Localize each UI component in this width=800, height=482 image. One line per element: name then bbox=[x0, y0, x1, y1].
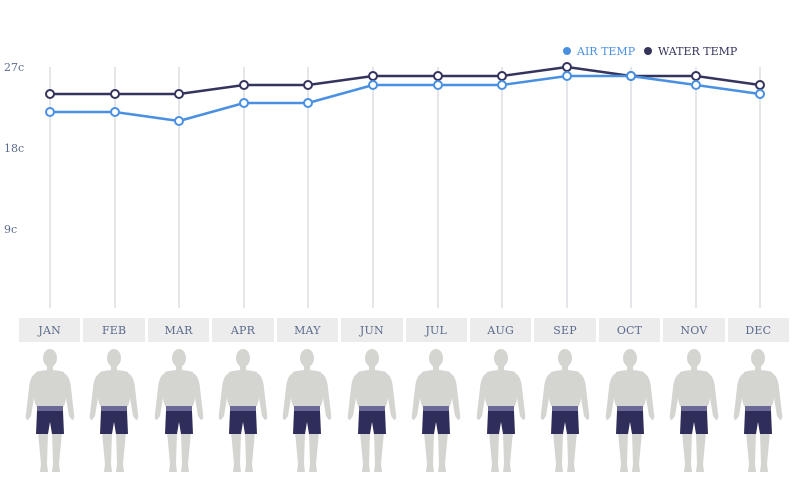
point-0-dec bbox=[755, 89, 765, 99]
person-in-swim-shorts-icon bbox=[218, 349, 268, 472]
figure-oct bbox=[599, 346, 660, 476]
figure-jul bbox=[406, 346, 467, 476]
figure-jan bbox=[19, 346, 80, 476]
point-0-mar bbox=[174, 116, 184, 126]
point-1-jun bbox=[368, 71, 378, 81]
month-label-may: MAY bbox=[276, 318, 339, 342]
month-label-sep: SEP bbox=[534, 318, 596, 342]
point-1-feb bbox=[110, 89, 120, 99]
point-0-aug bbox=[497, 80, 507, 90]
person-in-swim-shorts-icon bbox=[605, 349, 654, 472]
y-tick-label: 18c bbox=[4, 142, 24, 155]
figure-nov bbox=[663, 346, 724, 476]
person-in-swim-shorts-icon bbox=[476, 349, 525, 472]
y-tick-label: 9c bbox=[4, 223, 17, 236]
y-tick-label: 27c bbox=[4, 61, 24, 74]
person-in-swim-shorts-icon bbox=[283, 349, 332, 472]
series-group bbox=[45, 62, 765, 126]
legend-marker-1 bbox=[644, 47, 652, 55]
point-0-apr bbox=[239, 98, 249, 108]
legend-marker-0 bbox=[563, 47, 571, 55]
month-label-nov: NOV bbox=[663, 318, 725, 342]
temperature-chart: 27c 18c 9c AIR TEMP WATER TEMP bbox=[4, 45, 765, 308]
figure-sep bbox=[534, 346, 595, 476]
point-0-nov bbox=[691, 80, 701, 90]
month-label-jun: JUN bbox=[341, 318, 403, 342]
point-0-jan bbox=[45, 107, 55, 117]
person-in-swim-shorts-icon bbox=[154, 349, 203, 472]
point-1-aug bbox=[497, 71, 507, 81]
month-label-jul: JUL bbox=[405, 318, 467, 342]
point-1-nov bbox=[691, 71, 701, 81]
point-0-jun bbox=[368, 80, 378, 90]
figure-mar bbox=[148, 346, 209, 476]
legend-label-0: AIR TEMP bbox=[576, 45, 636, 58]
month-label-aug: AUG bbox=[469, 318, 532, 342]
point-1-apr bbox=[239, 80, 249, 90]
series-line-0 bbox=[50, 74, 761, 123]
month-label-oct: OCT bbox=[598, 318, 661, 342]
point-1-jul bbox=[433, 71, 443, 81]
grid-lines bbox=[49, 67, 761, 308]
month-label-feb: FEB bbox=[83, 318, 145, 342]
month-label-mar: MAR bbox=[147, 318, 210, 342]
month-label-apr: APR bbox=[212, 318, 274, 342]
person-in-swim-shorts-icon bbox=[411, 349, 461, 472]
person-in-swim-shorts-icon bbox=[25, 349, 74, 472]
month-label-dec: DEC bbox=[727, 318, 790, 342]
figure-jun bbox=[341, 346, 402, 476]
point-1-jan bbox=[45, 89, 55, 99]
person-in-swim-shorts-icon bbox=[669, 349, 719, 472]
point-1-mar bbox=[174, 89, 184, 99]
person-in-swim-shorts-icon bbox=[734, 349, 783, 472]
point-0-feb bbox=[110, 107, 120, 117]
person-in-swim-shorts-icon bbox=[89, 349, 139, 472]
figure-may bbox=[277, 346, 338, 476]
point-1-may bbox=[303, 80, 313, 90]
point-0-may bbox=[303, 98, 313, 108]
y-axis: 27c 18c 9c bbox=[4, 61, 24, 236]
person-in-swim-shorts-icon bbox=[540, 349, 590, 472]
point-0-jul bbox=[433, 80, 443, 90]
figure-feb bbox=[83, 346, 144, 476]
figure-aug bbox=[470, 346, 531, 476]
clothing-figures bbox=[19, 346, 789, 476]
figure-dec bbox=[728, 346, 789, 476]
point-0-sep bbox=[562, 71, 572, 81]
series-line-1 bbox=[50, 65, 761, 96]
person-in-swim-shorts-icon bbox=[347, 349, 397, 472]
figure-apr bbox=[212, 346, 273, 476]
month-labels: JAN FEB MAR APR MAY JUN JUL AUG SEP OCT NOV DEC bbox=[19, 318, 790, 342]
point-1-dec bbox=[755, 80, 765, 90]
point-1-sep bbox=[562, 62, 572, 72]
legend-label-1: WATER TEMP bbox=[658, 45, 738, 58]
legend: AIR TEMP WATER TEMP bbox=[563, 45, 738, 58]
month-label-jan: JAN bbox=[19, 318, 81, 342]
point-0-oct bbox=[626, 71, 636, 81]
